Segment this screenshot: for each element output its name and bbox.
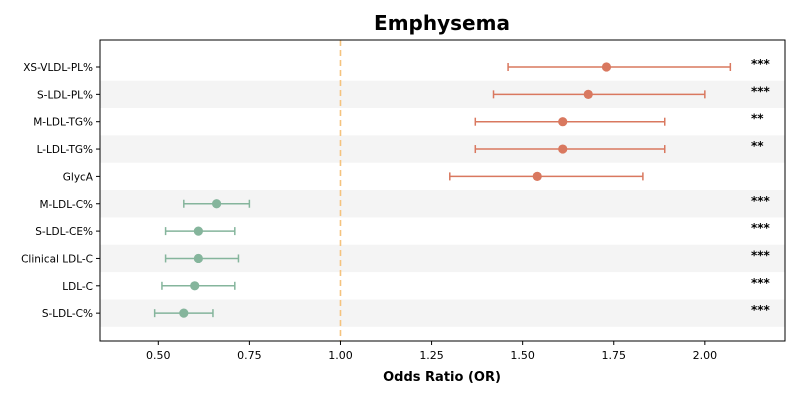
x-tick-label: 1.50 xyxy=(510,349,535,362)
odds-ratio-point xyxy=(190,281,200,291)
y-tick-label: S-LDL-PL% xyxy=(37,89,93,101)
row-band xyxy=(100,135,785,163)
odds-ratio-point xyxy=(583,89,593,99)
y-tick-label: XS-VLDL-PL% xyxy=(23,62,93,74)
x-tick-label: 1.75 xyxy=(602,349,627,362)
y-tick-label: S-LDL-C% xyxy=(42,308,93,320)
odds-ratio-point xyxy=(211,199,222,209)
plot-frame xyxy=(99,39,786,342)
row-band xyxy=(100,299,785,327)
significance-label: ** xyxy=(751,112,764,126)
x-tick-label: 1.25 xyxy=(419,349,444,362)
y-tick-label: LDL-C xyxy=(62,281,93,293)
odds-ratio-point xyxy=(558,144,568,154)
x-tick-label: 2.00 xyxy=(693,349,718,362)
significance-label: *** xyxy=(751,303,771,317)
chart-marks: ************************* xyxy=(153,57,771,318)
significance-label: *** xyxy=(751,248,771,262)
odds-ratio-point xyxy=(601,62,612,72)
significance-label: *** xyxy=(751,221,771,235)
significance-label: ** xyxy=(751,139,764,153)
odds-ratio-point xyxy=(193,226,203,236)
y-axis: XS-VLDL-PL% S-LDL-PL% M-LDL-TG% L-LDL-TG% Gl… xyxy=(21,62,100,320)
x-tick-label: 1.00 xyxy=(328,349,353,362)
y-tick-label: GlycA xyxy=(63,171,94,183)
x-axis: 0.50 0.75 1.00 1.25 1.50 1.75 2.00 xyxy=(146,341,717,362)
y-tick-label: L-LDL-TG% xyxy=(37,144,93,156)
chart-title: Emphysema xyxy=(374,11,510,35)
significance-label: *** xyxy=(751,194,771,208)
significance-label: *** xyxy=(751,57,771,71)
y-tick-label: S-LDL-CE% xyxy=(35,226,93,238)
odds-ratio-point xyxy=(179,308,189,318)
x-axis-title: Odds Ratio (OR) xyxy=(383,370,501,385)
significance-label: *** xyxy=(751,276,771,290)
x-tick-label: 0.50 xyxy=(146,349,171,362)
y-tick-label: Clinical LDL-C xyxy=(21,253,93,265)
y-tick-label: M-LDL-TG% xyxy=(33,117,93,129)
odds-ratio-point xyxy=(193,253,203,264)
row-bands xyxy=(100,80,785,327)
odds-ratio-point xyxy=(558,117,568,127)
y-tick-label: M-LDL-C% xyxy=(39,199,93,211)
significance-label: *** xyxy=(751,84,771,98)
x-tick-label: 0.75 xyxy=(237,349,262,362)
odds-ratio-point xyxy=(532,171,542,181)
